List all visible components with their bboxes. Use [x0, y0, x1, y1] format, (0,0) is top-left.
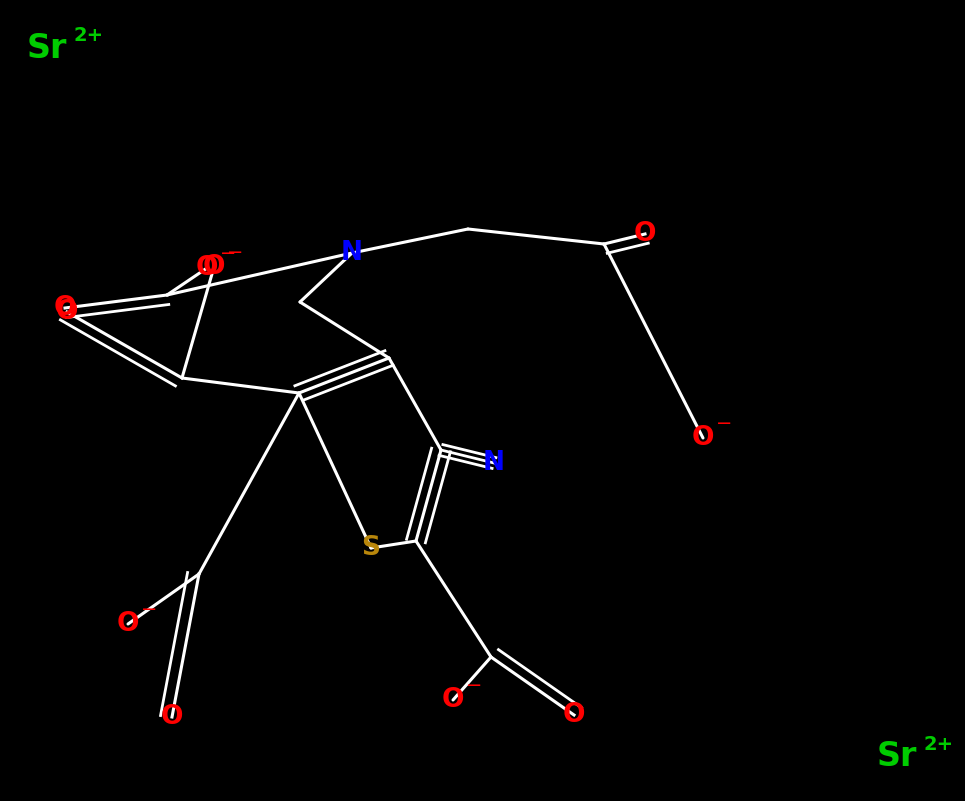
- Text: −: −: [227, 243, 243, 262]
- Text: O: O: [203, 254, 225, 280]
- Text: −: −: [141, 600, 157, 619]
- Text: 2+: 2+: [73, 26, 103, 46]
- Text: O: O: [634, 221, 656, 247]
- Text: −: −: [716, 414, 732, 433]
- Text: O: O: [196, 255, 218, 281]
- Text: O: O: [442, 687, 464, 713]
- Text: −: −: [466, 676, 482, 695]
- Text: O: O: [161, 704, 183, 730]
- Text: Sr: Sr: [27, 31, 68, 65]
- Text: O: O: [56, 299, 78, 325]
- Text: 2+: 2+: [924, 735, 953, 755]
- Text: N: N: [341, 240, 363, 266]
- Text: O: O: [54, 295, 76, 321]
- Text: O: O: [563, 702, 585, 728]
- Text: −: −: [220, 244, 236, 263]
- Text: N: N: [483, 450, 505, 476]
- Text: O: O: [692, 425, 714, 451]
- Text: O: O: [117, 611, 139, 637]
- Text: Sr: Sr: [877, 740, 918, 774]
- Text: S: S: [362, 535, 380, 561]
